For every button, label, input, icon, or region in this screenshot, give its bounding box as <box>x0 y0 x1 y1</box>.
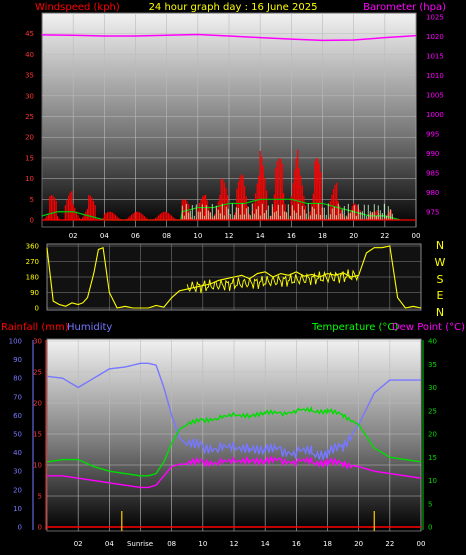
humidity-tick: 40 <box>13 449 22 457</box>
rain-tick: 0 <box>38 524 42 532</box>
top-right-tick: 1005 <box>426 92 444 100</box>
rain-tick: 15 <box>33 431 42 439</box>
humidity-tick: 100 <box>9 338 22 346</box>
bot-x-tick: 00 <box>417 540 426 548</box>
chart-title: 24 hour graph day : 16 June 2025 <box>149 2 318 13</box>
top-right-tick: 985 <box>426 170 439 178</box>
temperature-label: Temperature (°C) <box>311 322 398 333</box>
rain-tick: 25 <box>33 369 42 377</box>
top-x-tick: 18 <box>318 232 327 240</box>
top-left-tick: 15 <box>25 154 34 162</box>
bot-x-tick: 08 <box>167 540 176 548</box>
top-right-tick: 1025 <box>426 13 444 21</box>
rain-tick: 30 <box>33 338 42 346</box>
humidity-tick: 50 <box>13 431 22 439</box>
wind-direction-panel: 0 90 180 270 360 <box>26 243 422 313</box>
barometer-line <box>41 33 417 42</box>
rain-tick: 5 <box>38 493 42 501</box>
dir-left-tick: 180 <box>26 274 39 282</box>
compass-n-top: N <box>436 239 444 252</box>
dewpoint-line <box>47 455 422 489</box>
top-x-tick: 06 <box>131 232 140 240</box>
dir-left-tick: 360 <box>26 243 39 251</box>
top-x-tick: 04 <box>100 232 109 240</box>
top-right-tick: 1020 <box>426 33 444 41</box>
rainfall-label: Rainfall (mm) <box>1 322 69 333</box>
barometer-label: Barometer (hpa) <box>363 2 446 13</box>
top-right-tick: 1010 <box>426 72 444 80</box>
top-left-tick: 5 <box>30 196 34 204</box>
top-right-tick: 1015 <box>426 52 444 60</box>
top-x-tick: 14 <box>256 232 265 240</box>
temperature-tick: 15 <box>428 454 437 462</box>
top-left-tick: 25 <box>25 113 34 121</box>
humidity-tick: 90 <box>13 356 22 364</box>
dir-left-tick: 0 <box>35 305 39 313</box>
top-left-tick: 45 <box>25 30 34 38</box>
humidity-tick: 20 <box>13 486 22 494</box>
top-x-tick: 10 <box>193 232 202 240</box>
humidity-label: Humidity <box>67 322 112 333</box>
temperature-tick: 5 <box>428 500 432 508</box>
sunrise-label: Sunrise <box>127 540 153 548</box>
top-x-tick: 22 <box>380 232 389 240</box>
bot-x-tick: 10 <box>198 540 207 548</box>
top-x-tick: 20 <box>349 232 358 240</box>
temperature-tick: 0 <box>428 524 432 532</box>
windspeed-label: Windspeed (kph) <box>35 2 120 13</box>
rain-tick: 10 <box>33 462 42 470</box>
top-right-tick: 980 <box>426 189 439 197</box>
bot-x-tick: 16 <box>292 540 301 548</box>
top-left-tick: 0 <box>30 217 34 225</box>
top-left-tick: 20 <box>25 134 34 142</box>
dir-left-tick: 270 <box>26 258 39 266</box>
temperature-tick: 25 <box>428 407 437 415</box>
top-x-tick: 00 <box>412 232 421 240</box>
compass-w: W <box>435 256 446 269</box>
top-x-tick: 02 <box>69 232 78 240</box>
compass-e: E <box>437 289 444 302</box>
humidity-tick: 30 <box>13 468 22 476</box>
bot-x-tick: 20 <box>354 540 363 548</box>
wind-direction-jitter <box>186 269 359 294</box>
humidity-tick: 70 <box>13 393 22 401</box>
humidity-tick: 10 <box>13 505 22 513</box>
compass-n-bottom: N <box>436 306 444 319</box>
bot-x-tick: 12 <box>230 540 239 548</box>
top-left-tick: 10 <box>25 175 34 183</box>
temperature-tick: 20 <box>428 431 437 439</box>
top-left-tick: 30 <box>25 92 34 100</box>
temperature-tick: 10 <box>428 477 437 485</box>
temperature-humidity-panel: 0 10 20 30 40 50 60 70 80 90 100 0 5 10 15 20 25 30 0 5 10… <box>9 338 437 549</box>
temperature-tick: 40 <box>428 338 437 346</box>
rain-tick: 20 <box>33 400 42 408</box>
temperature-tick: 30 <box>428 384 437 392</box>
humidity-tick: 60 <box>13 412 22 420</box>
top-right-tick: 1000 <box>426 111 444 119</box>
top-right-tick: 975 <box>426 209 439 217</box>
top-x-tick: 16 <box>287 232 296 240</box>
bot-x-tick: 02 <box>74 540 83 548</box>
top-right-tick: 990 <box>426 150 439 158</box>
bot-x-tick: 18 <box>323 540 332 548</box>
top-x-tick: 08 <box>162 232 171 240</box>
temperature-line <box>46 405 422 477</box>
dir-left-tick: 90 <box>30 289 39 297</box>
top-left-tick: 35 <box>25 72 34 80</box>
bot-x-tick: 14 <box>261 540 270 548</box>
bot-x-tick: 22 <box>385 540 394 548</box>
humidity-tick: 0 <box>18 524 22 532</box>
top-right-tick: 995 <box>426 131 439 139</box>
dewpoint-label: Dew Point (°C) <box>392 322 465 333</box>
humidity-tick: 80 <box>13 375 22 383</box>
wind-direction-line <box>46 245 422 309</box>
bot-x-tick: 04 <box>105 540 114 548</box>
compass-s: S <box>437 273 444 286</box>
temperature-tick: 35 <box>428 361 437 369</box>
top-left-tick: 40 <box>25 51 34 59</box>
top-x-tick: 12 <box>225 232 234 240</box>
